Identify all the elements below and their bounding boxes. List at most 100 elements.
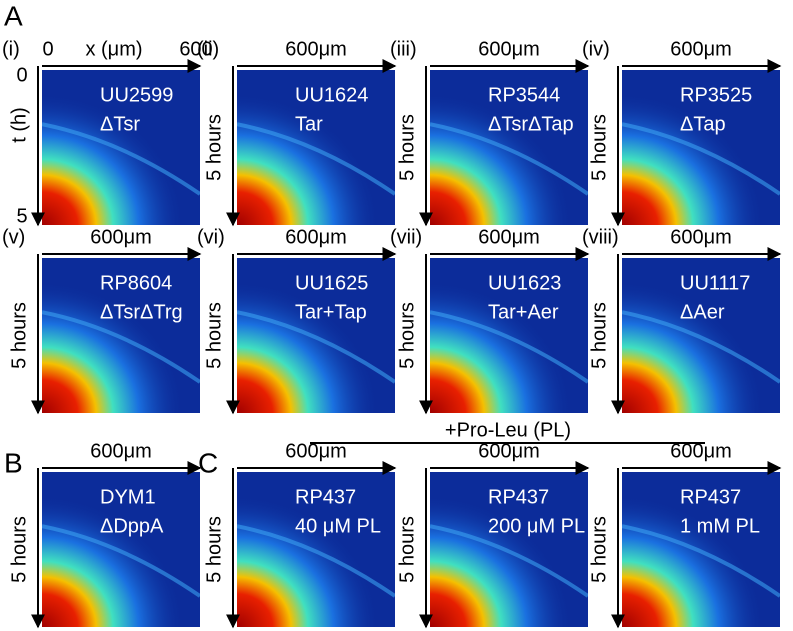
heatmap — [622, 472, 780, 627]
x-label: 600μm — [478, 38, 540, 60]
panel-index: (iv) — [582, 38, 610, 60]
heatmap — [237, 472, 395, 627]
strain: RP437 — [680, 486, 741, 508]
strain: RP437 — [295, 486, 356, 508]
genotype: 200 μM PL — [488, 515, 585, 537]
band — [430, 310, 588, 384]
band — [42, 524, 200, 598]
heatmap-hot — [42, 281, 185, 413]
y-end: 5 — [16, 205, 27, 227]
y-label: 5 hours — [203, 516, 225, 583]
y-label: 5 hours — [396, 516, 418, 583]
panel-index: (i) — [2, 38, 20, 60]
x-label: 600μm — [285, 226, 347, 248]
heatmap-hot — [237, 281, 380, 413]
strain: UU1625 — [295, 272, 368, 294]
y-label: 5 hours — [588, 516, 610, 583]
panel-label: C — [198, 447, 218, 478]
genotype: ΔTsr — [100, 113, 140, 135]
y-label: 5 hours — [203, 114, 225, 181]
x-start: 0 — [42, 38, 53, 60]
y-label: 5 hours — [8, 302, 30, 369]
band — [237, 524, 395, 598]
genotype: ΔDppA — [100, 515, 164, 537]
genotype: ΔTsrΔTrg — [100, 301, 183, 323]
band — [622, 524, 780, 598]
band — [237, 310, 395, 384]
panel-index: (viii) — [582, 226, 619, 248]
genotype: ΔAer — [680, 301, 725, 323]
panel-header: +Pro-Leu (PL) — [445, 419, 571, 441]
y-label: 5 hours — [588, 114, 610, 181]
heatmap-hot — [237, 495, 380, 627]
heatmap — [430, 70, 588, 225]
x-label: x (μm) — [85, 38, 142, 60]
y-label: 5 hours — [396, 114, 418, 181]
panel-label: B — [4, 447, 23, 478]
x-label: 600μm — [670, 440, 732, 462]
x-label: 600μm — [478, 440, 540, 462]
heatmap-hot — [42, 495, 185, 627]
genotype: Tar+Aer — [488, 301, 559, 323]
band — [237, 122, 395, 196]
y-label: 5 hours — [203, 302, 225, 369]
x-label: 600μm — [670, 38, 732, 60]
panel-index: (v) — [2, 226, 25, 248]
genotype: 40 μM PL — [295, 515, 381, 537]
heatmap — [237, 70, 395, 225]
genotype: ΔTap — [680, 113, 726, 135]
band — [430, 524, 588, 598]
y-label: 5 hours — [588, 302, 610, 369]
x-label: 600μm — [285, 38, 347, 60]
strain: RP437 — [488, 486, 549, 508]
heatmap-hot — [430, 281, 573, 413]
x-label: 600μm — [670, 226, 732, 248]
genotype: ΔTsrΔTap — [488, 113, 574, 135]
strain: RP8604 — [100, 272, 172, 294]
y-label: t (h) — [8, 107, 30, 143]
band — [42, 310, 200, 384]
heatmap — [430, 258, 588, 413]
panel-label: A — [4, 0, 23, 31]
panel-index: (ii) — [197, 38, 219, 60]
heatmap — [430, 472, 588, 627]
x-label: 600μm — [90, 440, 152, 462]
y-label: 5 hours — [8, 516, 30, 583]
heatmap-hot — [42, 93, 185, 225]
panel-index: (vii) — [390, 226, 422, 248]
band — [42, 122, 200, 196]
heatmap-hot — [237, 93, 380, 225]
heatmap — [42, 472, 200, 627]
strain: UU1623 — [488, 272, 561, 294]
x-end: 600 — [179, 38, 212, 60]
x-label: 600μm — [285, 440, 347, 462]
strain: DYM1 — [100, 486, 156, 508]
heatmap — [622, 70, 780, 225]
band — [622, 122, 780, 196]
heatmap — [42, 70, 200, 225]
panel-index: (iii) — [390, 38, 417, 60]
strain: RP3544 — [488, 84, 560, 106]
heatmap-hot — [622, 93, 765, 225]
x-label: 600μm — [478, 226, 540, 248]
strain: UU2599 — [100, 84, 173, 106]
genotype: 1 mM PL — [680, 515, 760, 537]
strain: RP3525 — [680, 84, 752, 106]
heatmap-hot — [622, 281, 765, 413]
strain: UU1624 — [295, 84, 368, 106]
heatmap — [237, 258, 395, 413]
y-start: 0 — [16, 64, 27, 86]
heatmap — [42, 258, 200, 413]
genotype: Tar+Tap — [295, 301, 367, 323]
heatmap-hot — [430, 93, 573, 225]
strain: UU1117 — [680, 272, 750, 294]
heatmap-hot — [622, 495, 765, 627]
band — [622, 310, 780, 384]
band — [430, 122, 588, 196]
heatmap — [622, 258, 780, 413]
genotype: Tar — [295, 113, 323, 135]
panel-index: (vi) — [197, 226, 225, 248]
y-label: 5 hours — [396, 302, 418, 369]
x-label: 600μm — [90, 226, 152, 248]
